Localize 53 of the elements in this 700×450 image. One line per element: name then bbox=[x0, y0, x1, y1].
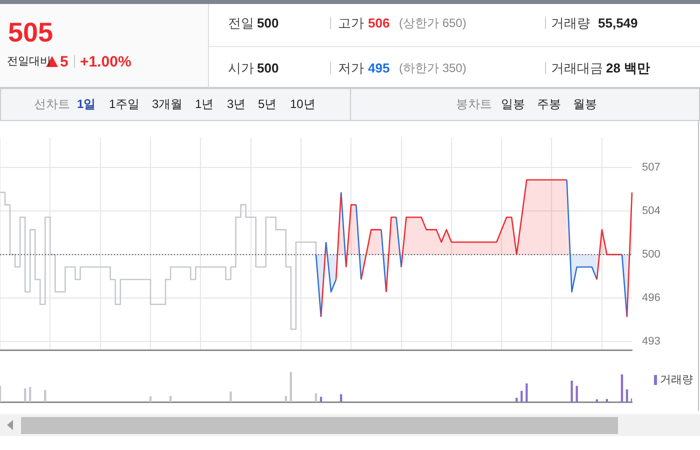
y-tick-label: 493 bbox=[642, 336, 660, 348]
bar bbox=[626, 389, 628, 402]
text: 10년 bbox=[290, 97, 316, 111]
text: 전일대비 bbox=[7, 56, 51, 68]
bar bbox=[520, 390, 523, 402]
text: 일봉 bbox=[501, 97, 525, 111]
text: 1일 bbox=[77, 97, 96, 111]
text: 시가 bbox=[228, 60, 254, 76]
text: 월봉 bbox=[573, 97, 597, 111]
bar bbox=[576, 386, 578, 402]
bar bbox=[526, 383, 528, 402]
text: +1.00% bbox=[80, 54, 132, 70]
text: 주봉 bbox=[537, 97, 561, 111]
text: 거래량 bbox=[551, 16, 590, 30]
text: 봉차트 bbox=[456, 97, 492, 111]
bar bbox=[29, 386, 32, 402]
text: 506 bbox=[368, 16, 390, 30]
text: 505 bbox=[8, 18, 54, 48]
text: 5년 bbox=[258, 97, 277, 111]
bar bbox=[606, 398, 608, 402]
bar bbox=[290, 372, 292, 402]
text: 28 백만 bbox=[606, 60, 650, 76]
text: 1년 bbox=[195, 97, 214, 111]
bar bbox=[320, 396, 322, 402]
text: 500 bbox=[257, 16, 279, 30]
text: (하한가 350) bbox=[399, 61, 466, 75]
text: 1주일 bbox=[109, 97, 140, 111]
y-tick-label: 504 bbox=[642, 205, 660, 218]
bar bbox=[570, 380, 573, 402]
text: 500 bbox=[257, 60, 279, 76]
y-tick-label: 496 bbox=[642, 292, 660, 304]
bar bbox=[230, 391, 232, 402]
y-tick-label: 500 bbox=[642, 248, 660, 261]
bar bbox=[169, 396, 172, 402]
text: 저가 bbox=[338, 60, 364, 76]
y-tick-label: 507 bbox=[642, 162, 660, 174]
bar bbox=[284, 396, 287, 402]
text: 거래대금 bbox=[551, 60, 603, 76]
text: 3개월 bbox=[152, 97, 183, 111]
text: 495 bbox=[368, 60, 390, 76]
bar bbox=[44, 390, 46, 402]
text: 3년 bbox=[227, 97, 246, 111]
text: 선차트 bbox=[34, 97, 70, 111]
text: (상한가 650) bbox=[399, 16, 466, 30]
text: 5 bbox=[60, 54, 68, 70]
legend-label: 거래량 bbox=[660, 374, 693, 386]
text: 고가 bbox=[338, 16, 364, 30]
bar bbox=[314, 393, 318, 402]
bar bbox=[24, 388, 26, 402]
bar bbox=[340, 394, 342, 402]
text: 55,549 bbox=[598, 16, 638, 30]
bar bbox=[620, 374, 624, 402]
text: 전일 bbox=[228, 16, 254, 30]
